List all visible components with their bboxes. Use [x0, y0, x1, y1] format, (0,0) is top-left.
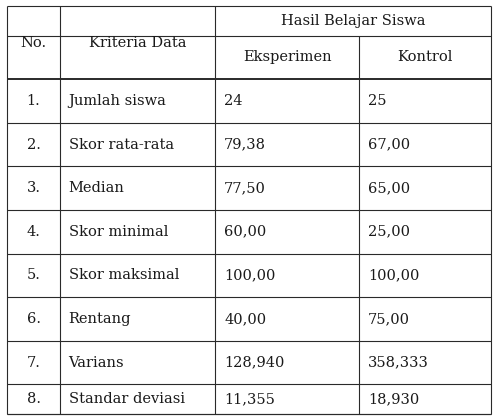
- Text: No.: No.: [20, 36, 47, 50]
- Text: Median: Median: [69, 181, 124, 195]
- Text: 40,00: 40,00: [224, 312, 266, 326]
- Text: 2.: 2.: [26, 138, 40, 152]
- Text: 1.: 1.: [27, 94, 40, 108]
- Text: 60,00: 60,00: [224, 225, 266, 239]
- Text: Hasil Belajar Siswa: Hasil Belajar Siswa: [280, 14, 425, 28]
- Text: Standar deviasi: Standar deviasi: [69, 392, 185, 406]
- Text: 100,00: 100,00: [368, 268, 419, 282]
- Text: 5.: 5.: [26, 268, 40, 282]
- Text: 67,00: 67,00: [368, 138, 410, 152]
- Text: 3.: 3.: [26, 181, 40, 195]
- Text: 24: 24: [224, 94, 243, 108]
- Text: 79,38: 79,38: [224, 138, 266, 152]
- Text: Skor maksimal: Skor maksimal: [69, 268, 179, 282]
- Text: Skor rata-rata: Skor rata-rata: [69, 138, 174, 152]
- Text: Eksperimen: Eksperimen: [243, 50, 332, 64]
- Text: 6.: 6.: [26, 312, 40, 326]
- Text: 8.: 8.: [26, 392, 40, 406]
- Text: 18,930: 18,930: [368, 392, 419, 406]
- Text: 25: 25: [368, 94, 386, 108]
- Text: Jumlah siswa: Jumlah siswa: [69, 94, 166, 108]
- Text: 4.: 4.: [26, 225, 40, 239]
- Text: 25,00: 25,00: [368, 225, 410, 239]
- Text: Rentang: Rentang: [69, 312, 131, 326]
- Text: 7.: 7.: [26, 356, 40, 370]
- Text: 11,355: 11,355: [224, 392, 275, 406]
- Text: Skor minimal: Skor minimal: [69, 225, 168, 239]
- Text: Kriteria Data: Kriteria Data: [89, 36, 186, 50]
- Text: 128,940: 128,940: [224, 356, 284, 370]
- Text: Kontrol: Kontrol: [397, 50, 453, 64]
- Text: Varians: Varians: [69, 356, 124, 370]
- Text: 100,00: 100,00: [224, 268, 275, 282]
- Text: 75,00: 75,00: [368, 312, 410, 326]
- Text: 65,00: 65,00: [368, 181, 410, 195]
- Text: 358,333: 358,333: [368, 356, 429, 370]
- Text: 77,50: 77,50: [224, 181, 266, 195]
